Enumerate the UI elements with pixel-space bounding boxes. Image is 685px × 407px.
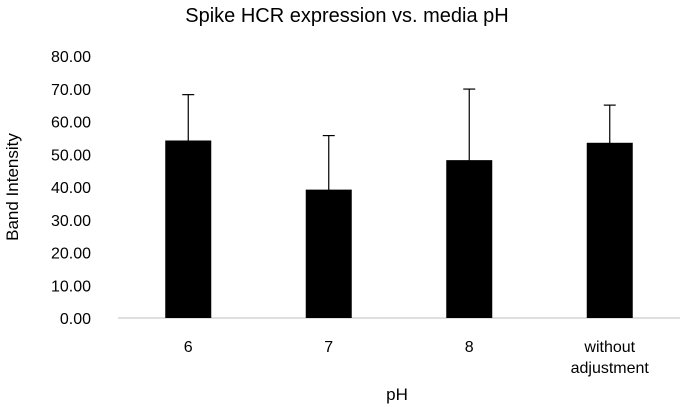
x-tick-label: 8: [465, 339, 474, 356]
y-tick-label: 50.00: [51, 147, 91, 164]
y-axis-label: Band Intensity: [3, 133, 22, 241]
x-tick-label: 7: [324, 339, 333, 356]
y-tick-label: 60.00: [51, 115, 91, 132]
plot-area: 0.00 10.00 20.00 30.00 40.00 50.00 60.00 70.00 8…: [51, 49, 680, 377]
y-tick-label: 80.00: [51, 49, 91, 66]
x-tick-label: without adjustment: [571, 339, 650, 377]
y-tick-label: 30.00: [51, 213, 91, 230]
x-tick-label: 6: [184, 339, 193, 356]
y-tick-label: 10.00: [51, 278, 91, 295]
y-tick-label: 0.00: [60, 311, 91, 328]
chart-title: Spike HCR expression vs. media pH: [185, 5, 508, 27]
y-tick-label: 40.00: [51, 180, 91, 197]
x-axis-label: pH: [386, 385, 408, 404]
y-tick-label: 20.00: [51, 246, 91, 263]
y-tick-label: 70.00: [51, 82, 91, 99]
